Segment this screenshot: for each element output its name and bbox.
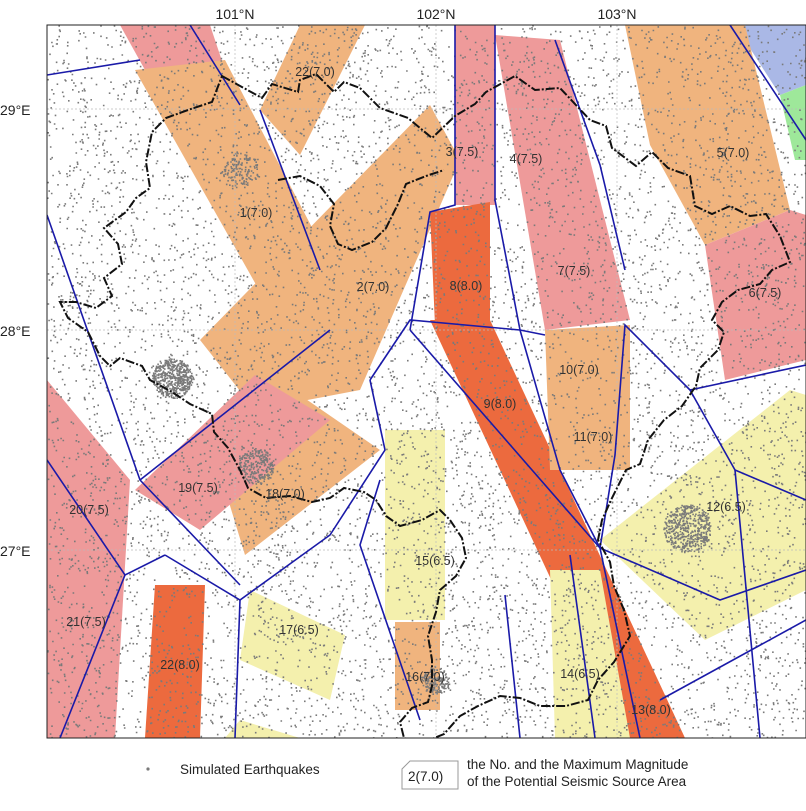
zone-label-10: 10(7.0) [559,363,599,377]
grid-lines [47,25,806,738]
zone-label-15: 15(6.5) [415,554,455,568]
zone-area-19 [135,375,330,530]
zone-area-6 [705,210,806,380]
zone-label-21: 21(7.5) [66,615,106,629]
legend-zone-desc-2: of the Potential Seismic Source Area [467,774,687,789]
zone-area-extra-blue [735,25,806,95]
simulated-earthquake-dots [47,25,806,738]
zone-area-22 [260,25,365,155]
earthquake-dot-cloud [47,25,806,738]
zone-area-10-11 [545,325,630,470]
zone-label-22: 22(7.0) [295,65,335,79]
zone-label-12: 12(6.5) [706,500,746,514]
zone-label-8: 8(8.0) [450,279,483,293]
legend: Simulated Earthquakes 2(7.0) the No. and… [146,757,688,790]
zone-area-20-21 [47,380,130,738]
zone-label-14: 14(6.5) [560,667,600,681]
zone-label-7: 7(7.5) [558,264,591,278]
zone-label-18: 18(7.0) [265,487,305,501]
zone-label-11: 11(7.0) [574,430,613,444]
legend-dots-label: Simulated Earthquakes [180,762,320,777]
top-tick-label: 102°N [416,6,455,22]
region-boundary-north-loop [277,169,445,252]
left-tick-label: 27°E [0,543,31,559]
zone-label-4: 4(7.5) [510,152,543,166]
zone-label-3: 3(7.5) [446,145,479,159]
legend-zone-swatch [401,760,459,790]
zone-area-15 [385,430,445,620]
left-tick-label: 29°E [0,102,31,118]
zone-area-9-13 [430,320,685,738]
zone-label-19: 19(7.5) [178,481,218,495]
zone-label-5: 5(7.0) [717,146,750,160]
seismic-source-zones [47,25,806,738]
top-tick-label: 103°N [597,6,636,22]
left-tick-label: 28°E [0,323,31,339]
zone-area-8 [430,202,490,325]
zone-area-2 [200,105,460,410]
zone-area-3 [455,25,495,205]
top-tick-label: 101°N [215,6,254,22]
zone-area-17 [240,590,345,700]
legend-zone-sample: 2(7.0) [408,769,443,784]
zone-boundary-lines [47,25,806,738]
map-content: 1(7.0) 2(7.0) 3(7.5) 4(7.5) 5(7.0) 6(7.5) 7(7.… [47,25,806,738]
zone-label-6: 6(7.5) [749,286,782,300]
zone-label-20: 20(7.5) [69,503,109,517]
zone-area-14 [550,570,630,738]
zone-label-9: 9(8.0) [484,397,517,411]
zone-area-22b [145,585,205,738]
zone-label-16: 16(7.0) [405,670,445,684]
top-axis-ticks: 101°N 102°N 103°N [215,6,636,22]
legend-zone-desc-1: the No. and the Maximum Magnitude [467,757,688,772]
zone-label-17: 17(6.5) [279,623,319,637]
zone-labels: 1(7.0) 2(7.0) 3(7.5) 4(7.5) 5(7.0) 6(7.5) 7(7.… [66,65,781,717]
region-boundary [58,72,792,738]
zone-label-13: 13(8.0) [631,703,671,717]
legend-dot-marker [146,767,150,771]
zone-label-1: 1(7.0) [240,206,273,220]
zone-label-2: 2(7.0) [357,280,390,294]
left-axis-ticks: 29°E 28°E 27°E [0,102,31,559]
zone-label-22b: 22(8.0) [160,658,200,672]
map-frame [46,24,806,739]
